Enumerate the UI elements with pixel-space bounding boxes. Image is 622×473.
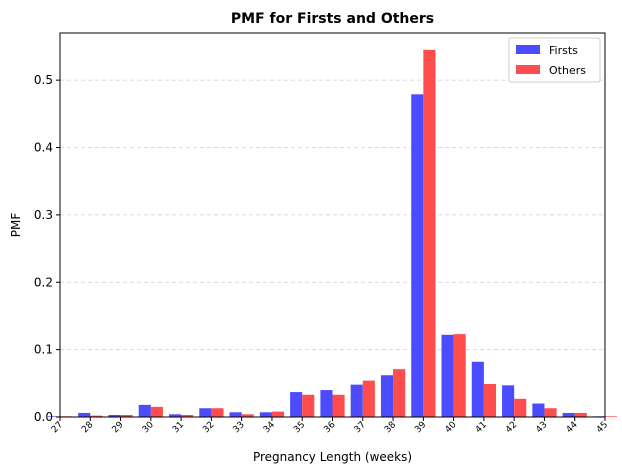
bar-firsts-34 [259,412,272,417]
legend: Firsts Others [508,37,601,83]
bar-others-28 [90,415,103,417]
bar-firsts-41 [471,361,484,417]
bar-others-45 [605,416,618,417]
bar-others-29 [120,414,133,417]
bar-firsts-40 [441,334,454,417]
bar-firsts-36 [320,390,333,417]
bar-firsts-39 [411,94,424,417]
legend-swatch-others [516,65,540,74]
legend-label-firsts: Firsts [549,44,578,57]
y-tick-label: 0.2 [34,275,53,289]
bar-others-34 [271,411,285,417]
bar-firsts-33 [229,412,242,417]
bar-firsts-27 [47,416,60,417]
bar-others-38 [393,369,406,417]
bar-firsts-31 [169,414,182,417]
bar-firsts-35 [290,392,303,417]
bar-firsts-38 [380,375,394,417]
bar-others-39 [423,49,436,418]
legend-label-others: Others [549,64,586,77]
bar-firsts-28 [78,412,91,417]
bar-others-44 [574,412,587,417]
bar-others-40 [453,334,466,417]
x-axis-label: Pregnancy Length (weeks) [253,450,412,464]
chart-title: PMF for Firsts and Others [231,11,434,27]
bar-others-41 [483,383,496,417]
y-tick-label: 0.3 [34,208,53,222]
bar-others-37 [362,380,375,417]
bar-firsts-29 [108,414,121,417]
bar-others-43 [544,408,557,417]
bar-others-31 [181,414,194,417]
legend-swatch-firsts [516,45,540,54]
bar-firsts-42 [502,385,515,417]
bar-firsts-37 [350,384,363,417]
bar-firsts-43 [532,403,545,417]
bar-firsts-44 [562,412,575,417]
y-tick-label: 0.1 [34,343,53,357]
y-axis-label: PMF [9,213,23,238]
bar-others-32 [211,408,224,417]
bar-others-33 [241,414,254,417]
y-tick-label: 0.4 [34,141,53,155]
bar-firsts-30 [138,404,151,417]
bar-firsts-32 [199,408,212,417]
y-axis-ticks: 0.0 0.1 0.2 0.3 0.4 0.5 [34,73,60,424]
bar-others-36 [332,394,345,417]
y-tick-label: 0.5 [34,73,53,87]
y-tick-label: 0.0 [34,410,53,424]
bar-others-35 [302,394,315,417]
bar-others-42 [514,398,527,417]
bar-others-30 [150,406,163,417]
